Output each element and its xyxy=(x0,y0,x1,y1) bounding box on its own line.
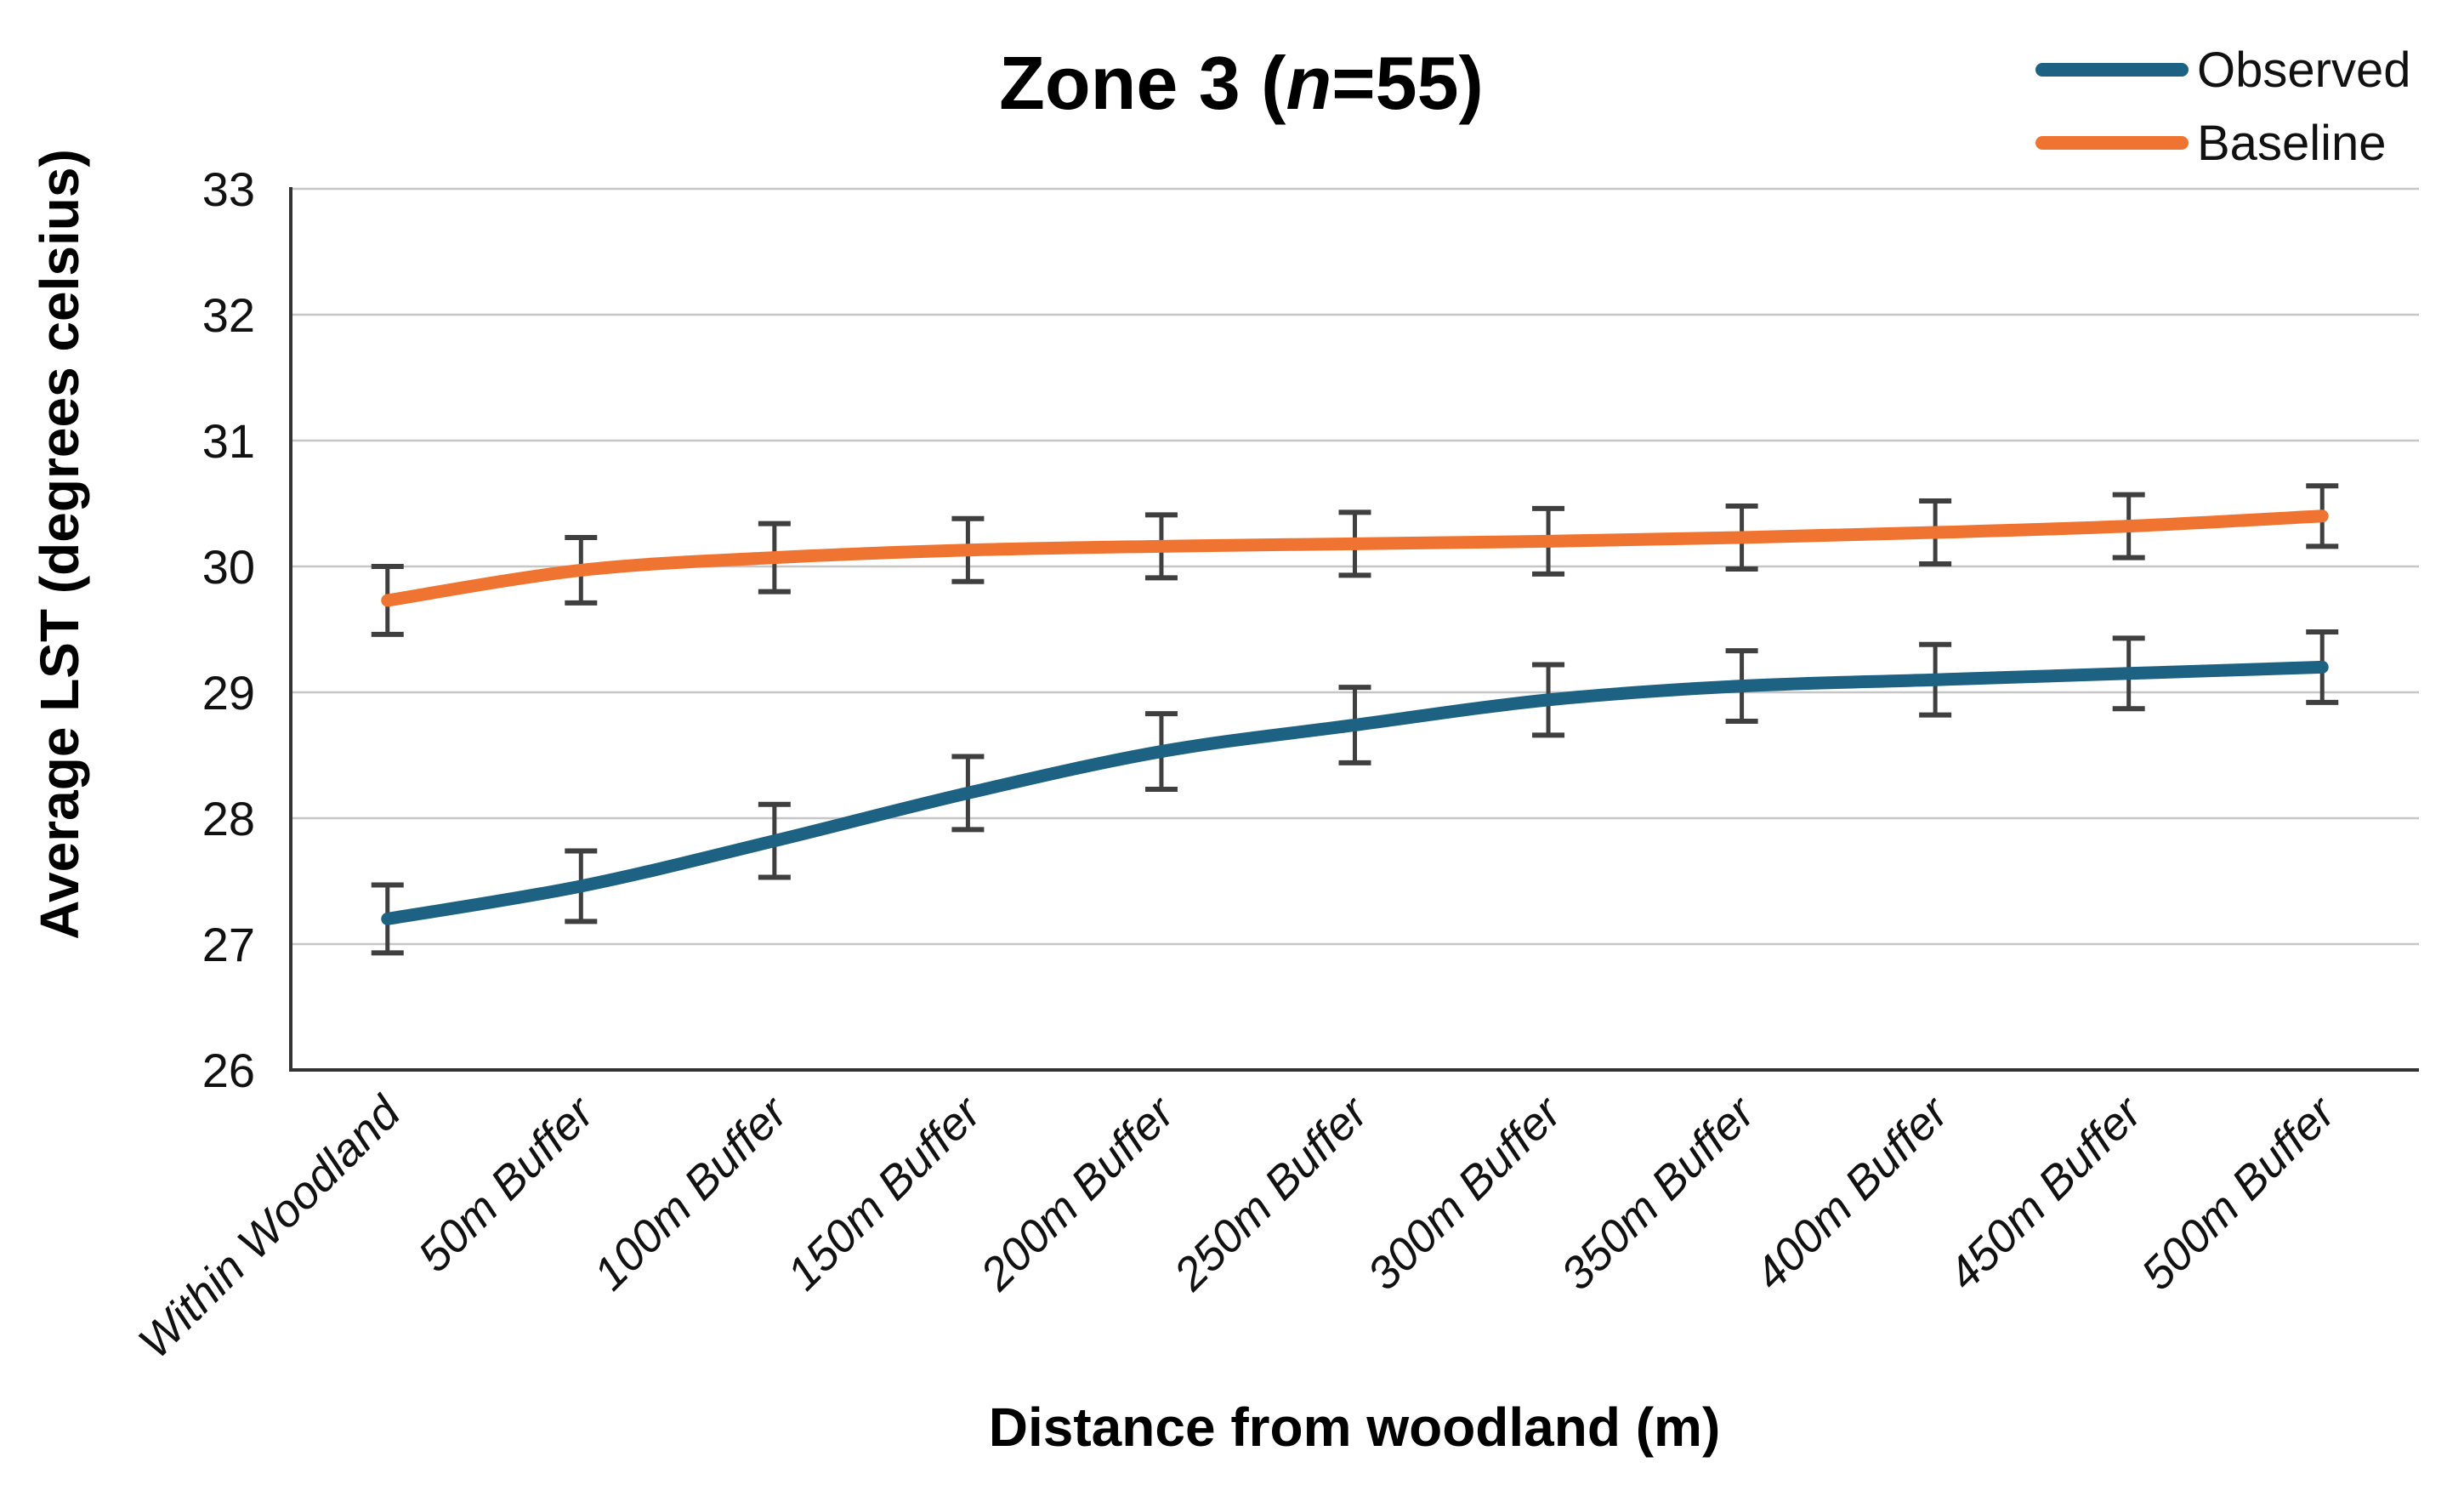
y-tick-label-32: 32 xyxy=(202,288,255,342)
x-tick-label: Within Woodland xyxy=(129,1086,412,1368)
y-tick-label-27: 27 xyxy=(202,918,255,971)
y-axis-title: Average LST (degrees celsius) xyxy=(29,149,90,940)
x-tick-label: 250m Buffer xyxy=(1164,1086,1379,1301)
y-tick-label-26: 26 xyxy=(202,1044,255,1097)
axes xyxy=(289,187,2419,1072)
y-tick-label-31: 31 xyxy=(202,414,255,468)
x-tick-label: 500m Buffer xyxy=(2132,1086,2346,1300)
legend-label-observed: Observed xyxy=(2197,43,2410,98)
x-tick-label: 300m Buffer xyxy=(1358,1086,1572,1300)
data-series xyxy=(381,509,2329,925)
y-tick-label-28: 28 xyxy=(202,792,255,845)
x-tick-label: 200m Buffer xyxy=(970,1086,1185,1301)
legend-label-baseline: Baseline xyxy=(2197,116,2386,171)
legend-item-observed: Observed xyxy=(2035,43,2410,98)
x-axis-title: Distance from woodland (m) xyxy=(989,1397,1721,1458)
x-tick-label: 450m Buffer xyxy=(1939,1086,2153,1300)
x-tick-label: 50m Buffer xyxy=(409,1086,605,1283)
y-axis-tick-labels: 26 27 28 29 30 31 32 33 xyxy=(202,162,255,1097)
legend-item-baseline: Baseline xyxy=(2035,116,2386,171)
x-tick-label: 400m Buffer xyxy=(1745,1086,1959,1300)
legend: Observed Baseline xyxy=(2035,43,2410,171)
y-tick-label-33: 33 xyxy=(202,162,255,216)
y-tick-label-29: 29 xyxy=(202,666,255,720)
x-tick-label: 350m Buffer xyxy=(1552,1086,1766,1300)
series-line-baseline xyxy=(381,509,2329,607)
series-line-observed xyxy=(381,660,2329,925)
chart-title: Zone 3 (n=55) xyxy=(999,41,1484,125)
x-tick-label: 150m Buffer xyxy=(777,1086,991,1300)
y-tick-label-30: 30 xyxy=(202,540,255,594)
x-tick-label: 100m Buffer xyxy=(584,1086,798,1300)
